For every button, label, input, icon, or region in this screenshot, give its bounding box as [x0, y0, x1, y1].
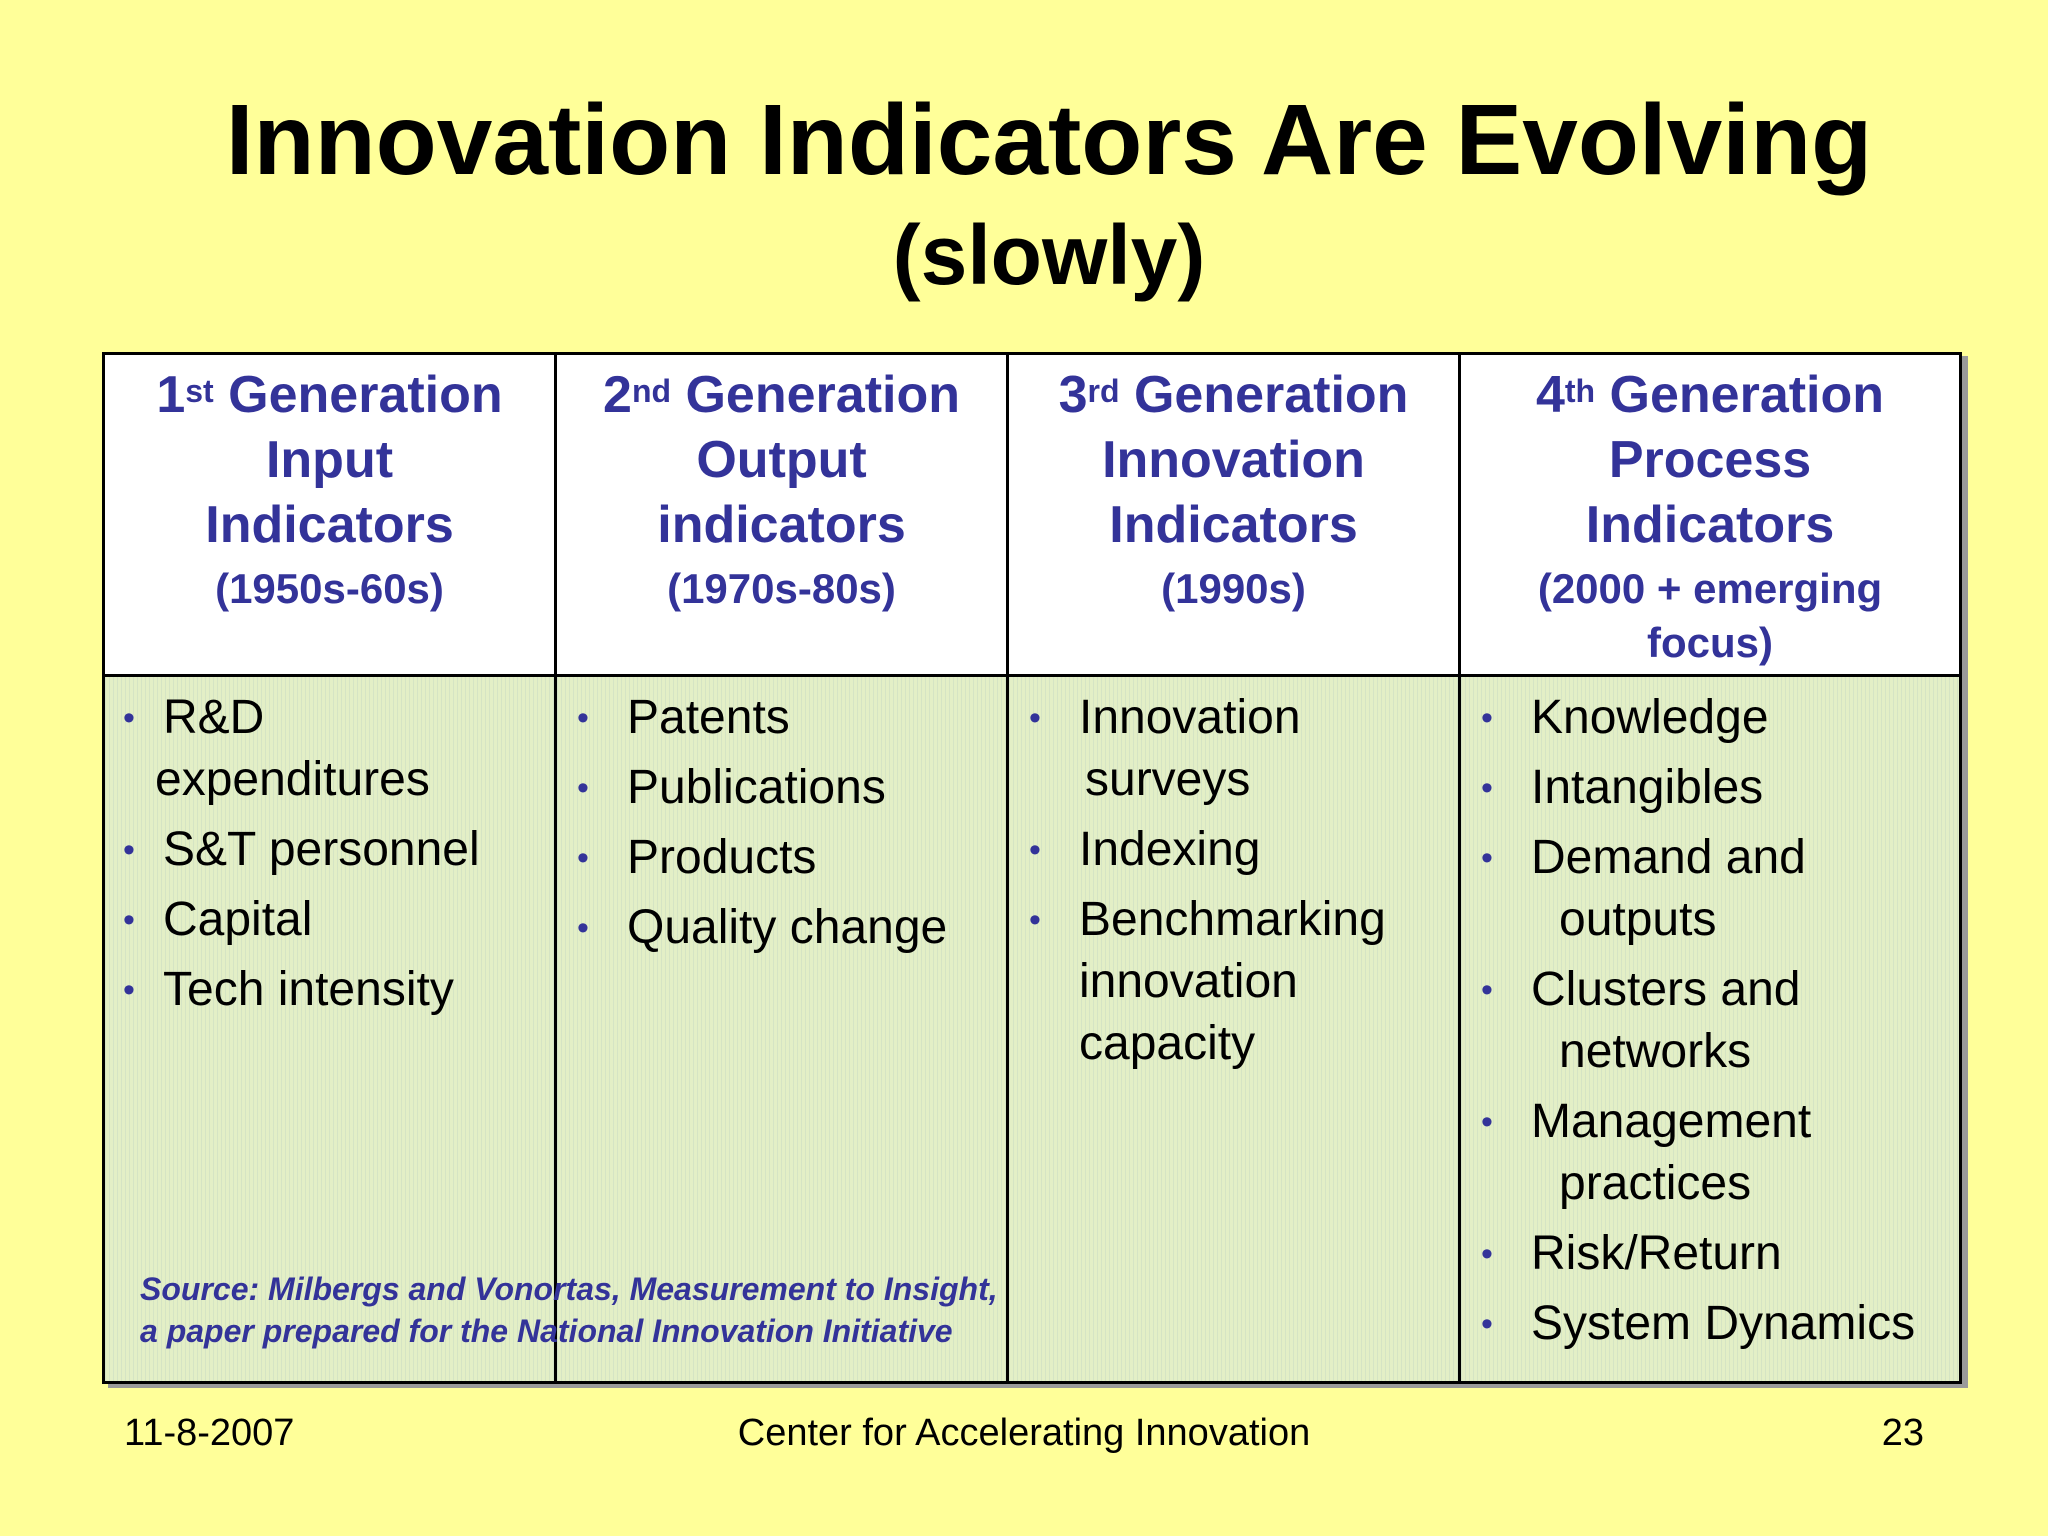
- bullet-icon: •: [1029, 901, 1041, 939]
- list-item: • Patents: [557, 687, 1006, 749]
- generation-number: 3: [1058, 366, 1088, 424]
- bullet-icon: •: [577, 909, 589, 947]
- list-item: • Capital: [105, 889, 554, 951]
- generation-label: Generation: [228, 366, 503, 424]
- list-item: • Tech intensity: [105, 959, 554, 1021]
- bullet-icon: •: [123, 699, 135, 737]
- column-header-3: 3rd Generation Innovation Indicators (19…: [1009, 355, 1461, 677]
- list-item-continuation: surveys: [1085, 753, 1251, 806]
- column-type: Process: [1608, 431, 1812, 489]
- column-header-4: 4th Generation Process Indicators (2000 …: [1461, 355, 1959, 677]
- list-item: • Products: [557, 827, 1006, 889]
- bullet-icon: •: [577, 839, 589, 877]
- list-item: • Risk/Return: [1461, 1223, 1959, 1285]
- column-kind: Indicators: [1585, 496, 1835, 554]
- column-period: (1950s-60s): [215, 565, 444, 612]
- column-body-3: • Innovation surveys • Indexing • Benchmark…: [1009, 677, 1461, 1381]
- column-type: Output: [696, 431, 867, 489]
- generation-label: Generation: [685, 366, 960, 424]
- generation-number: 1: [156, 366, 186, 424]
- column-period: (2000 + emerging: [1537, 565, 1883, 612]
- generation-suffix: th: [1564, 373, 1596, 409]
- source-citation: Source: Milbergs and Vonortas, Measureme…: [140, 1268, 998, 1352]
- list-item: • Indexing: [1009, 819, 1458, 881]
- column-body-1: • R&D expenditures • S&T personnel • Capita…: [105, 677, 557, 1381]
- list-item-continuation: outputs: [1559, 893, 1717, 946]
- column-kind: Indicators: [205, 496, 454, 554]
- list-item: • System Dynamics: [1461, 1293, 1959, 1355]
- list-item-continuation: practices: [1559, 1157, 1752, 1210]
- column-header-2: 2nd Generation Output indicators (1970s-…: [557, 355, 1009, 677]
- generation-label: Generation: [1609, 366, 1885, 424]
- bullet-icon: •: [1481, 769, 1493, 807]
- column-period: (1990s): [1161, 565, 1306, 612]
- list-item-continuation: expenditures: [155, 753, 430, 806]
- indicator-list: • Innovation surveys • Indexing • Benchmark…: [1009, 687, 1458, 1075]
- bullet-icon: •: [1481, 699, 1493, 737]
- column-kind: indicators: [657, 496, 906, 554]
- column-body-2: • Patents • Publications • Products • Qualit…: [557, 677, 1009, 1381]
- bullet-icon: •: [1029, 831, 1041, 869]
- footer-organization: Center for Accelerating Innovation: [737, 1412, 1311, 1454]
- list-item: • R&D: [105, 687, 554, 749]
- list-item: • S&T personnel: [105, 819, 554, 881]
- source-line-1: Source: Milbergs and Vonortas, Measureme…: [140, 1271, 998, 1307]
- indicator-table: 1st Generation Input Indicators (1950s-6…: [102, 352, 1962, 1384]
- column-period: (1970s-80s): [667, 565, 896, 612]
- slide-title: Innovation Indicators Are Evolving: [225, 84, 1873, 196]
- generation-number: 4: [1535, 366, 1565, 424]
- indicator-list: • R&D expenditures • S&T personnel • Capita…: [105, 687, 554, 1021]
- column-type: Input: [265, 431, 394, 489]
- list-item-continuation: innovation: [1079, 955, 1298, 1008]
- footer-page-number: 23: [1881, 1412, 1924, 1454]
- bullet-icon: •: [1481, 971, 1493, 1009]
- column-period-cont: focus): [1647, 619, 1773, 666]
- bullet-icon: •: [123, 971, 135, 1009]
- indicator-list: • Knowledge • Intangibles • Demand and outp…: [1461, 687, 1959, 1355]
- bullet-icon: •: [577, 769, 589, 807]
- list-item-continuation: capacity: [1079, 1017, 1256, 1070]
- bullet-icon: •: [1029, 699, 1041, 737]
- bullet-icon: •: [1481, 1103, 1493, 1141]
- list-item: • Management: [1461, 1091, 1959, 1153]
- bullet-icon: •: [123, 901, 135, 939]
- bullet-icon: •: [577, 699, 589, 737]
- footer-date: 11-8-2007: [124, 1412, 295, 1454]
- list-item: • Knowledge: [1461, 687, 1959, 749]
- slide-subtitle: (slowly): [892, 208, 1206, 302]
- list-item: • Benchmarking: [1009, 889, 1458, 951]
- list-item-continuation: networks: [1559, 1025, 1752, 1078]
- generation-number: 2: [603, 366, 632, 424]
- indicator-list: • Patents • Publications • Products • Qualit…: [557, 687, 1006, 959]
- column-body-4: • Knowledge • Intangibles • Demand and outp…: [1461, 677, 1959, 1381]
- generation-label: Generation: [1133, 366, 1409, 424]
- list-item: • Publications: [557, 757, 1006, 819]
- bullet-icon: •: [1481, 839, 1493, 877]
- bullet-icon: •: [123, 831, 135, 869]
- generation-suffix: rd: [1087, 373, 1120, 409]
- generation-suffix: st: [185, 373, 214, 409]
- column-type: Innovation: [1102, 431, 1365, 489]
- source-line-2: a paper prepared for the National Innova…: [140, 1313, 953, 1349]
- list-item: • Demand and: [1461, 827, 1959, 889]
- list-item: • Quality change: [557, 897, 1006, 959]
- generation-suffix: nd: [631, 373, 672, 409]
- column-header-1: 1st Generation Input Indicators (1950s-6…: [105, 355, 557, 677]
- bullet-icon: •: [1481, 1305, 1493, 1343]
- list-item: • Innovation: [1009, 687, 1458, 749]
- list-item: • Intangibles: [1461, 757, 1959, 819]
- column-kind: Indicators: [1109, 496, 1358, 554]
- bullet-icon: •: [1481, 1235, 1493, 1273]
- list-item: • Clusters and: [1461, 959, 1959, 1021]
